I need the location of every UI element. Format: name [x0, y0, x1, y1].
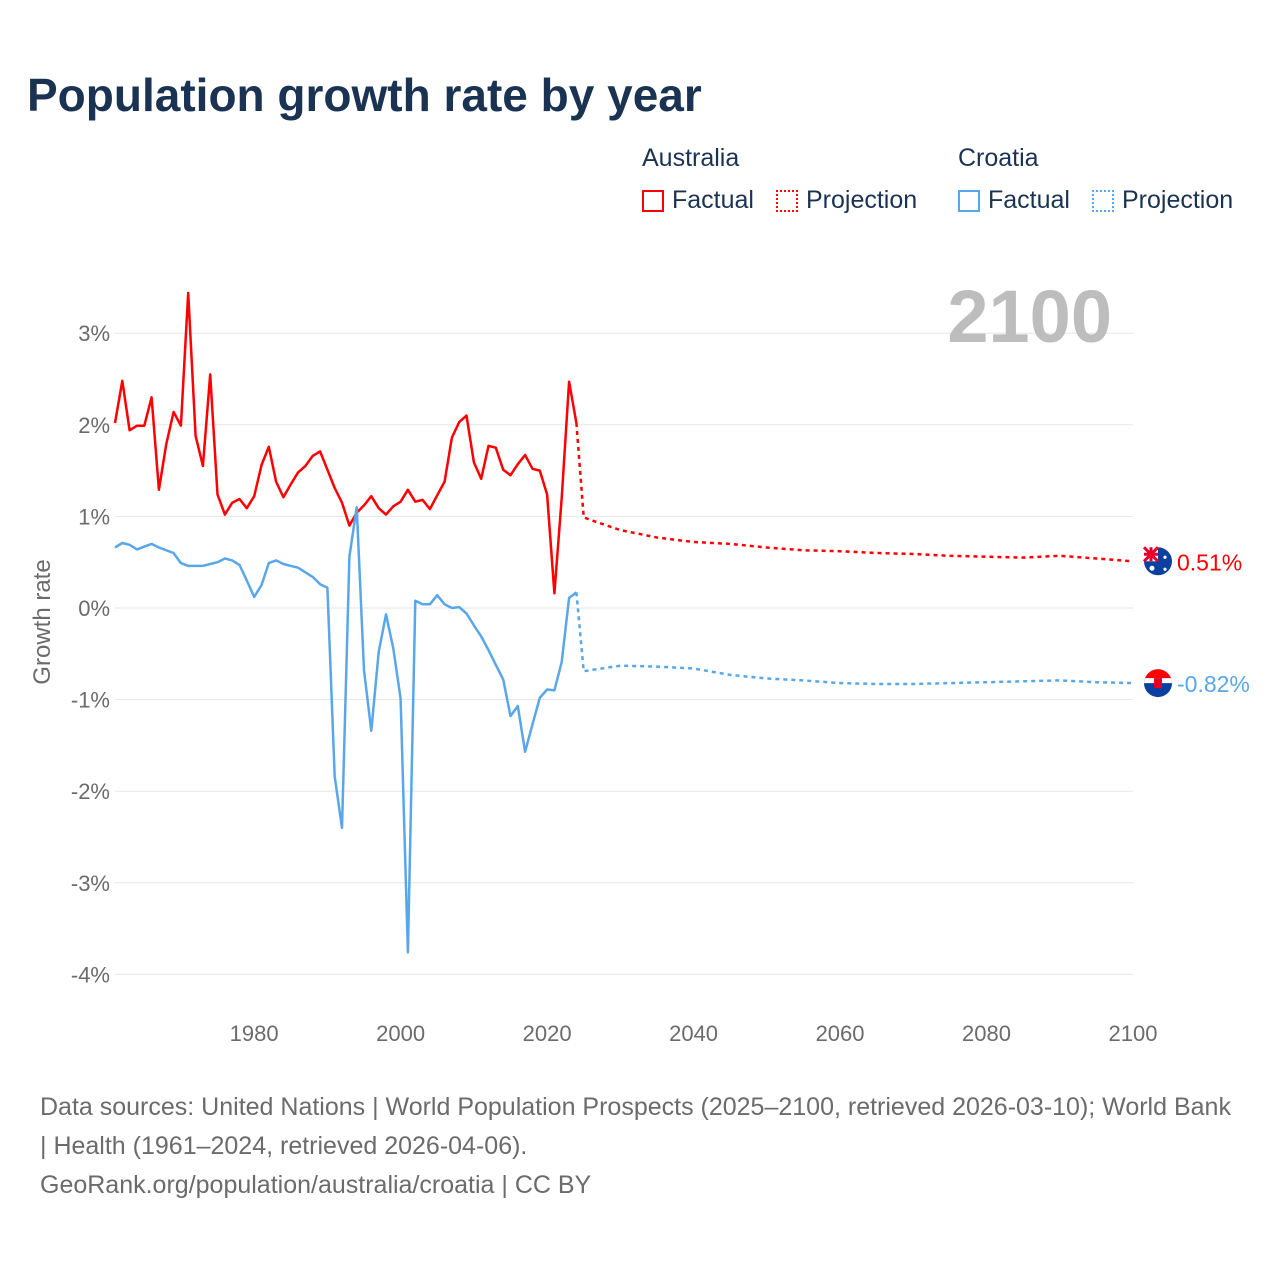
flag-star	[1163, 567, 1167, 571]
x-tick-label: 2000	[376, 1021, 425, 1046]
current-year-label: 2100	[947, 275, 1112, 358]
x-tick-label: 2040	[669, 1021, 718, 1046]
flag-star	[1163, 555, 1167, 559]
end-value-label-australia: 0.51%	[1177, 549, 1242, 575]
legend-label: Factual	[672, 186, 754, 214]
legend-label: Projection	[1122, 186, 1234, 214]
x-tick-label: 1980	[230, 1021, 279, 1046]
credit-link[interactable]: GeoRank.org/population/australia/croatia…	[40, 1171, 592, 1199]
y-tick-label: -3%	[71, 871, 110, 896]
legend-australia-projection[interactable]: Projection	[776, 186, 917, 215]
x-tick-label: 2100	[1109, 1021, 1158, 1046]
legend-croatia-projection[interactable]: Projection	[1092, 186, 1233, 215]
y-tick-label: -1%	[71, 688, 110, 713]
flag-star	[1149, 565, 1155, 571]
series-line-croatia-factual	[114, 505, 578, 954]
legend-australia-factual[interactable]: Factual	[642, 186, 754, 215]
series-line-croatia-projection	[575, 592, 1134, 686]
y-tick-label: 3%	[78, 321, 110, 346]
legend-swatch-dotted	[776, 189, 798, 212]
legend-label: Projection	[806, 186, 918, 214]
y-tick-label: 0%	[78, 596, 110, 621]
x-tick-label: 2020	[523, 1021, 572, 1046]
footer: Data sources: United Nations | World Pop…	[40, 1088, 1240, 1205]
end-value-label-croatia: -0.82%	[1177, 671, 1250, 697]
legend-swatch-dotted	[1092, 189, 1114, 212]
flag-cross	[1142, 546, 1160, 563]
x-tick-label: 2060	[816, 1021, 865, 1046]
y-tick-label: -4%	[71, 962, 110, 987]
y-tick-label: 1%	[78, 504, 110, 529]
data-sources: Data sources: United Nations | World Pop…	[40, 1093, 1231, 1160]
flag-croatia-icon	[1144, 669, 1172, 698]
flag-coat-of-arms	[1154, 678, 1162, 689]
series-line-australia-factual	[113, 291, 578, 595]
y-tick-label: -2%	[71, 779, 110, 804]
legend-label: Factual	[988, 186, 1070, 214]
series-line-australia-projection	[575, 422, 1134, 563]
legend-swatch-solid	[642, 189, 664, 212]
flag-red	[1145, 669, 1171, 679]
x-tick-label: 2080	[962, 1021, 1011, 1046]
flag-australia-icon	[1142, 546, 1172, 576]
legend-croatia-factual[interactable]: Factual	[958, 186, 1070, 215]
page-title: Population growth rate by year	[27, 69, 702, 121]
y-tick-label: 2%	[78, 413, 110, 438]
legend-group-australia: Australia	[642, 144, 740, 172]
legend-group-croatia: Croatia	[958, 144, 1039, 172]
y-axis-label: Growth rate	[29, 559, 56, 684]
legend-swatch-solid	[958, 189, 980, 212]
